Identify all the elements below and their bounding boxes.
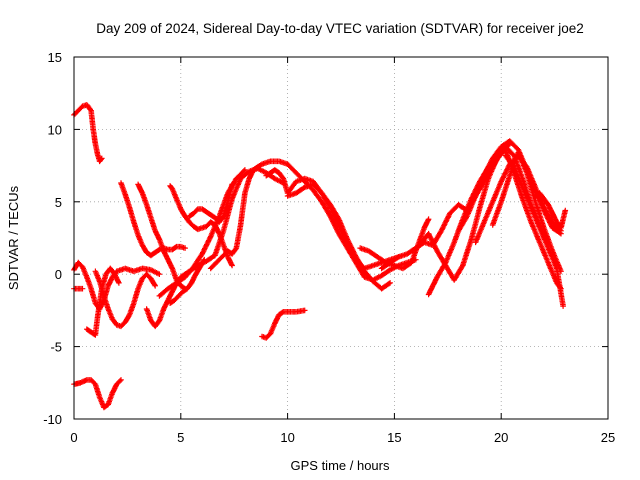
series-arc-27 [532, 190, 569, 231]
grid [74, 57, 608, 419]
data-point-markers [92, 268, 158, 330]
x-tick-labels: 0 5 10 15 20 25 [70, 430, 615, 445]
series-arc-14 [207, 164, 261, 272]
data-point-markers [489, 149, 564, 275]
series-arc-13 [186, 181, 235, 225]
x-tick-label: 0 [70, 430, 77, 445]
y-tick-label: -5 [50, 340, 62, 355]
series-arc-6 [92, 268, 158, 330]
tick-marks [73, 56, 609, 420]
data-point-markers [167, 256, 208, 306]
y-tick-label: -10 [43, 412, 62, 427]
y-tick-label: 15 [48, 50, 62, 65]
series-arc-17 [259, 307, 308, 341]
x-tick-label: 15 [387, 430, 401, 445]
x-axis-label: GPS time / hours [291, 458, 390, 473]
data-point-markers [207, 164, 261, 272]
data-point-markers [502, 152, 566, 309]
chart-title: Day 209 of 2024, Sidereal Day-to-day VTE… [96, 21, 583, 36]
y-axis-label: SDTVAR / TECUs [6, 185, 21, 290]
data-point-markers [259, 307, 308, 341]
x-tick-label: 25 [601, 430, 615, 445]
y-tick-labels: -10 -5 0 5 10 15 [43, 50, 62, 427]
series-arc-12 [167, 183, 235, 269]
x-tick-label: 20 [494, 430, 508, 445]
x-tick-label: 5 [177, 430, 184, 445]
x-tick-label: 10 [280, 430, 294, 445]
y-tick-label: 10 [48, 122, 62, 137]
data-point-markers [532, 190, 569, 231]
plot-frame [73, 56, 609, 420]
data-layer [71, 102, 569, 411]
series-arc-25 [489, 149, 564, 275]
data-point-markers [167, 183, 235, 269]
y-tick-label: 0 [55, 267, 62, 282]
y-tick-label: 5 [55, 195, 62, 210]
data-point-markers [186, 181, 235, 225]
series-arc-26 [502, 152, 566, 309]
series-arc-11 [167, 256, 208, 306]
